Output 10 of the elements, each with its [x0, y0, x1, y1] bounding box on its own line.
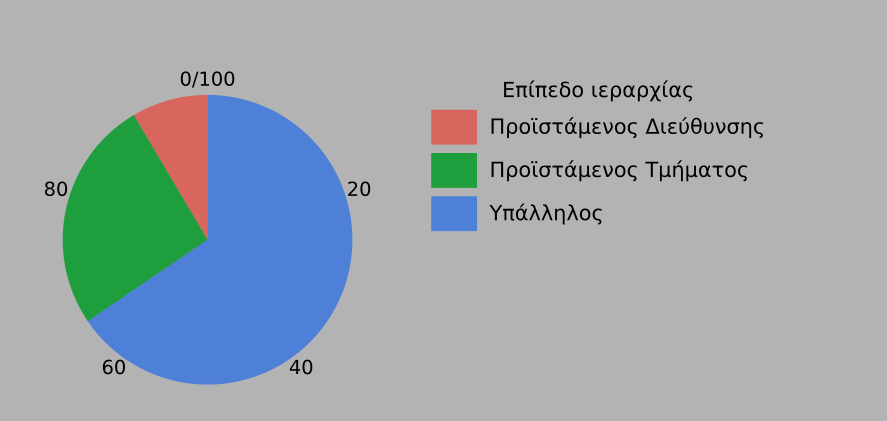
legend-label: Υπάλληλος	[489, 204, 602, 225]
legend-title: Επίπεδο ιεραρχίας	[504, 80, 692, 102]
text: 60	[102, 360, 125, 374]
text: 40	[290, 360, 312, 374]
legend-label: Προϊστάμενος Τμήματος	[492, 160, 748, 182]
pie-slice	[134, 94, 208, 240]
text: 20	[348, 181, 370, 196]
text: 80	[44, 181, 68, 196]
legend-label: Προϊστάμενος Διεύθυνσης	[492, 117, 764, 138]
text: 0/100	[180, 71, 234, 88]
